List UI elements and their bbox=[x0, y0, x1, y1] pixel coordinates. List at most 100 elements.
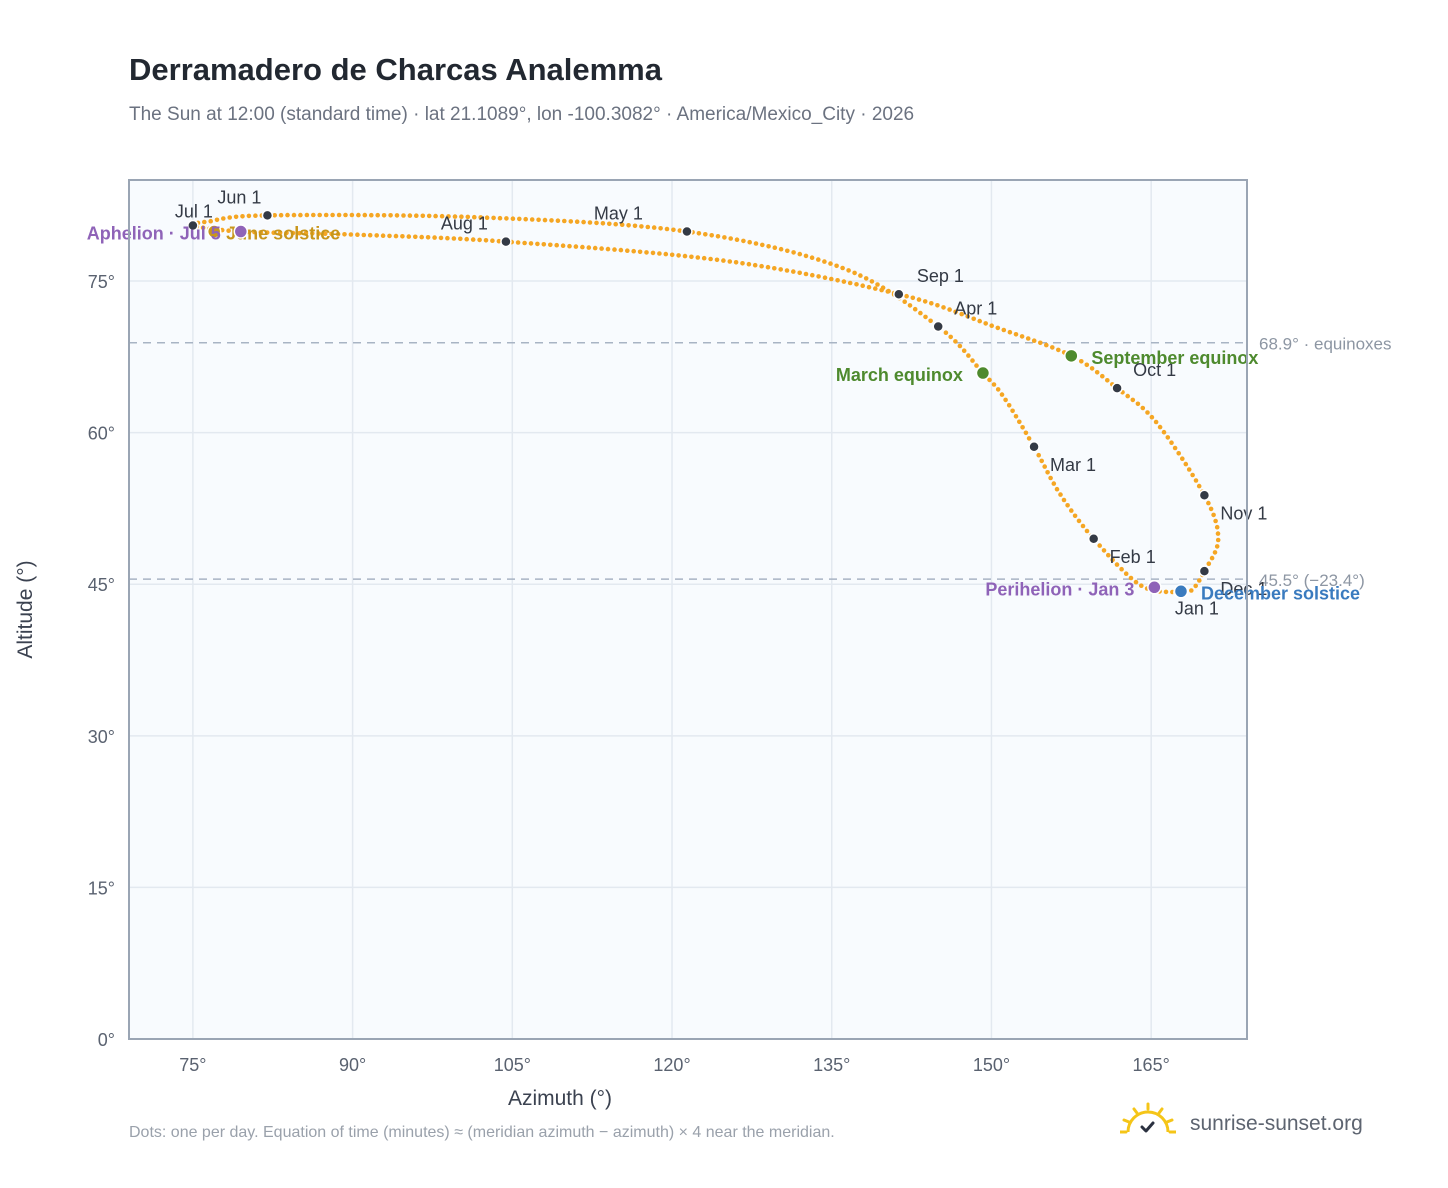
brand[interactable]: sunrise-sunset.org bbox=[1120, 1102, 1400, 1142]
day-dot bbox=[555, 218, 561, 223]
day-dot bbox=[721, 258, 726, 263]
day-dot bbox=[387, 233, 392, 239]
day-dot bbox=[1189, 588, 1194, 593]
event-marker[interactable] bbox=[233, 224, 249, 239]
day-dot bbox=[1206, 561, 1212, 566]
month-marker[interactable] bbox=[932, 320, 944, 333]
day-dot bbox=[947, 307, 952, 312]
x-tick-label: 105° bbox=[494, 1055, 531, 1075]
month-marker[interactable] bbox=[1087, 533, 1100, 545]
day-dot bbox=[1215, 531, 1221, 536]
y-tick-label: 0° bbox=[98, 1030, 115, 1050]
day-dot bbox=[1006, 403, 1012, 408]
month-marker[interactable] bbox=[1111, 382, 1123, 394]
day-dot bbox=[226, 228, 231, 233]
day-dot bbox=[380, 233, 386, 238]
day-dot bbox=[904, 293, 909, 299]
day-dot bbox=[785, 248, 790, 254]
y-tick-label: 75° bbox=[88, 272, 115, 292]
day-dot bbox=[912, 306, 918, 312]
day-dot bbox=[483, 238, 489, 243]
day-dot bbox=[311, 212, 316, 218]
day-dot bbox=[752, 262, 758, 268]
day-dot bbox=[1193, 583, 1198, 589]
day-dot bbox=[910, 295, 916, 301]
day-dot bbox=[464, 236, 470, 242]
day-dot bbox=[388, 213, 393, 218]
day-dot bbox=[1054, 486, 1060, 492]
month-marker[interactable] bbox=[893, 288, 905, 300]
event-marker[interactable] bbox=[1147, 580, 1162, 595]
day-dot bbox=[709, 233, 714, 238]
month-marker[interactable] bbox=[681, 225, 693, 238]
day-dot bbox=[677, 228, 683, 233]
day-dot bbox=[414, 213, 419, 218]
day-dot bbox=[829, 276, 834, 282]
day-dot bbox=[1045, 470, 1050, 475]
day-dot bbox=[766, 244, 771, 249]
day-dot bbox=[1017, 419, 1022, 425]
day-dot bbox=[644, 250, 649, 255]
month-marker[interactable] bbox=[500, 235, 512, 248]
day-dot bbox=[542, 217, 548, 223]
day-dot bbox=[290, 230, 296, 236]
day-dot bbox=[651, 225, 657, 230]
day-dot bbox=[1076, 518, 1082, 524]
day-dot bbox=[535, 241, 540, 247]
event-label: June solstice bbox=[226, 224, 340, 244]
day-dot bbox=[336, 212, 342, 218]
month-marker[interactable] bbox=[1198, 565, 1211, 577]
day-dot bbox=[221, 216, 226, 221]
day-dot bbox=[689, 254, 694, 260]
day-dot bbox=[233, 214, 239, 220]
day-dot bbox=[1042, 464, 1047, 469]
day-dot bbox=[477, 237, 482, 243]
day-dot bbox=[478, 215, 484, 220]
day-dot bbox=[1010, 408, 1015, 414]
event-marker[interactable] bbox=[975, 365, 991, 381]
day-dot bbox=[574, 219, 580, 224]
day-dot bbox=[858, 273, 863, 278]
day-dot bbox=[343, 212, 348, 218]
day-dot bbox=[1048, 475, 1053, 481]
day-dot bbox=[208, 218, 213, 224]
month-marker[interactable] bbox=[1028, 441, 1040, 453]
day-dot bbox=[1209, 555, 1215, 561]
day-dot bbox=[400, 234, 405, 239]
month-label: Aug 1 bbox=[441, 214, 488, 234]
day-dot bbox=[1176, 451, 1181, 456]
day-dot bbox=[1056, 347, 1061, 353]
day-dot bbox=[407, 213, 413, 218]
month-marker[interactable] bbox=[187, 219, 199, 232]
day-dot bbox=[1084, 362, 1090, 368]
day-dot bbox=[1128, 575, 1134, 581]
day-dot bbox=[1153, 419, 1159, 425]
event-marker[interactable] bbox=[206, 224, 222, 239]
month-marker[interactable] bbox=[1198, 489, 1211, 502]
day-dot bbox=[246, 213, 252, 219]
day-dot bbox=[271, 230, 277, 235]
day-dot bbox=[618, 247, 624, 253]
day-dot bbox=[1215, 537, 1221, 543]
day-dot bbox=[747, 239, 752, 245]
day-dot bbox=[797, 270, 802, 276]
event-marker[interactable] bbox=[1173, 584, 1189, 599]
day-dot bbox=[941, 305, 946, 310]
month-marker[interactable] bbox=[261, 209, 274, 222]
day-dot bbox=[816, 257, 821, 262]
x-tick-label: 150° bbox=[973, 1055, 1010, 1075]
day-dot bbox=[715, 234, 721, 239]
day-dot bbox=[875, 282, 880, 287]
day-dot bbox=[605, 246, 611, 252]
day-dot bbox=[323, 212, 329, 218]
day-dot bbox=[425, 235, 431, 240]
day-dot bbox=[1214, 544, 1220, 549]
day-dot bbox=[1163, 589, 1169, 595]
day-dot bbox=[446, 214, 451, 219]
day-dot bbox=[1105, 378, 1110, 383]
day-dot bbox=[1165, 435, 1171, 440]
day-dot bbox=[916, 297, 922, 302]
day-dot bbox=[995, 387, 1001, 392]
day-dot bbox=[708, 256, 713, 262]
event-marker[interactable] bbox=[1064, 348, 1079, 364]
